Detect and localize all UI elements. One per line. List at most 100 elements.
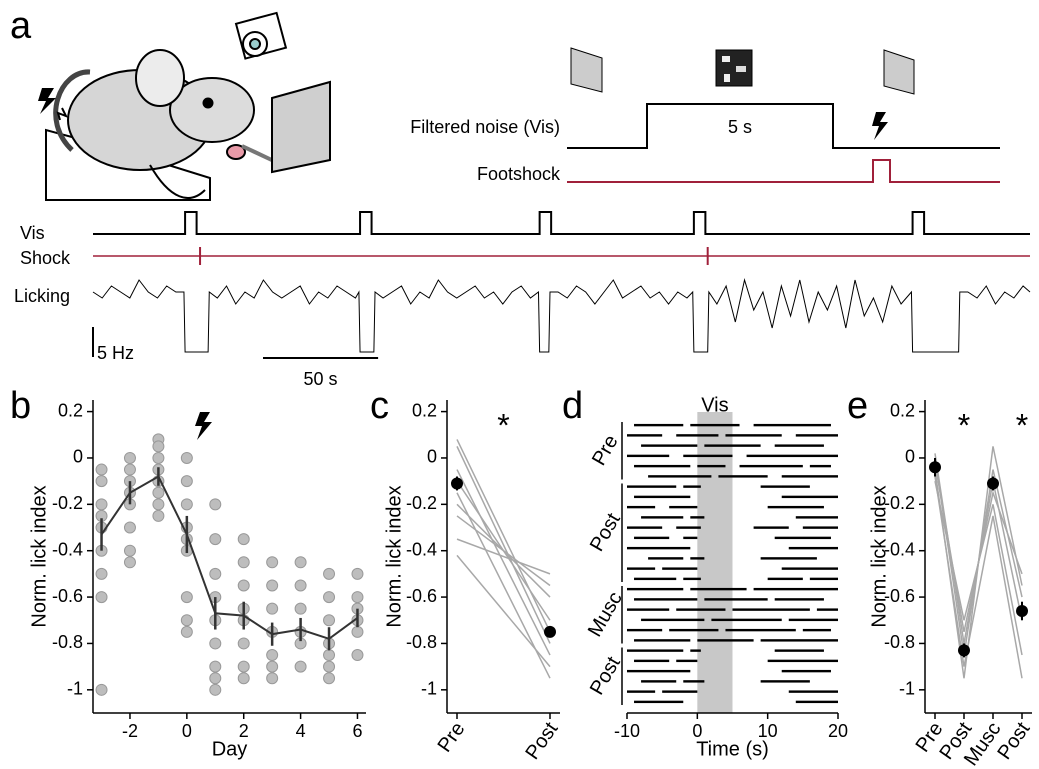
- point: [95, 683, 108, 696]
- point: [180, 625, 193, 638]
- lick-bout: [634, 423, 684, 427]
- lick-bout: [627, 608, 670, 611]
- y-tick-label: -1: [899, 679, 915, 699]
- y-tick-label: -0.8: [884, 632, 915, 652]
- shock-icon: [195, 412, 212, 440]
- subject-line: [456, 538, 551, 575]
- lick-bout: [634, 536, 670, 540]
- y-tick-label: -1: [67, 679, 83, 699]
- lick-bout: [627, 567, 656, 570]
- licking-label: Licking: [14, 286, 70, 306]
- x-tick-label: Post: [521, 718, 562, 764]
- lick-bout: [634, 598, 698, 601]
- point: [237, 660, 250, 673]
- group-label: Musc: [584, 588, 627, 640]
- subject-line: [456, 439, 551, 633]
- lick-bout: [697, 639, 754, 642]
- subject-line: [456, 554, 551, 668]
- point: [123, 451, 136, 464]
- y-tick-label: -0.8: [52, 632, 83, 652]
- mean-point: [929, 461, 941, 474]
- lick-bout: [809, 577, 838, 581]
- lick-bout: [683, 454, 733, 458]
- lick-bout: [795, 700, 838, 704]
- y-tick-label: 0.2: [890, 400, 915, 420]
- point: [209, 683, 222, 696]
- significance: *: [497, 407, 509, 443]
- schematic-icons: [570, 47, 915, 140]
- x-tick-label: -2: [122, 721, 138, 741]
- panel-label: c: [370, 385, 389, 427]
- lick-bout: [760, 639, 838, 642]
- lick-bout: [662, 690, 698, 693]
- shock-label: Footshock: [477, 164, 561, 184]
- vis-label: Vis: [20, 223, 45, 243]
- lick-bout: [788, 690, 838, 693]
- shock-icon: [38, 88, 56, 114]
- y-tick-label: 0: [905, 447, 915, 467]
- mean-point: [544, 625, 556, 638]
- lick-bout: [641, 444, 698, 447]
- mean-point: [958, 644, 970, 657]
- lick-bout: [690, 587, 747, 591]
- y-axis-label: Norm. lick index: [383, 485, 405, 627]
- point: [123, 544, 136, 557]
- scale-bar-y-label: 5 Hz: [97, 343, 134, 363]
- lick-bout: [802, 526, 838, 529]
- lick-bout: [781, 669, 831, 673]
- scale-bar-x-label: 50 s: [304, 369, 338, 389]
- lick-bout: [767, 659, 838, 663]
- x-tick-label: 0: [182, 721, 192, 741]
- point: [237, 579, 250, 592]
- lick-bout: [739, 464, 803, 468]
- lick-bout: [753, 423, 831, 427]
- point: [123, 556, 136, 569]
- lick-bout: [634, 464, 691, 468]
- panel-label: e: [847, 385, 868, 427]
- stimulus-label: Filtered noise (Vis): [410, 117, 560, 137]
- group-label: Post: [586, 509, 625, 555]
- x-tick-label: 2: [239, 721, 249, 741]
- point: [323, 614, 336, 627]
- lick-bout: [627, 649, 684, 652]
- lick-bout: [767, 577, 803, 581]
- point: [209, 498, 222, 511]
- group-label: Pre: [588, 431, 623, 469]
- x-tick-label: 0: [692, 721, 702, 741]
- subject-line: [456, 515, 551, 587]
- lick-bout: [711, 618, 782, 622]
- point: [209, 533, 222, 546]
- point: [323, 567, 336, 580]
- point: [123, 521, 136, 534]
- lick-bout: [802, 628, 831, 632]
- lick-bout: [641, 618, 705, 622]
- x-axis-label: Time (s): [696, 738, 769, 760]
- x-tick-label: -10: [614, 721, 640, 741]
- point: [152, 451, 165, 464]
- lick-bout: [760, 485, 810, 488]
- point: [152, 486, 165, 499]
- lick-bout: [683, 536, 698, 540]
- lick-bout: [725, 628, 796, 632]
- lick-bout: [795, 434, 838, 437]
- point: [266, 660, 279, 673]
- lick-bout: [669, 628, 719, 632]
- lick-bout: [732, 608, 810, 611]
- point: [351, 649, 364, 662]
- lick-bout: [690, 557, 705, 560]
- panel-label: a: [10, 5, 32, 47]
- subject-line: [934, 453, 1023, 644]
- y-tick-label: -1: [421, 679, 437, 699]
- lick-bout: [669, 505, 698, 509]
- y-tick-label: -0.4: [52, 539, 83, 559]
- y-tick-label: 0: [73, 447, 83, 467]
- y-tick-label: 0: [427, 447, 437, 467]
- point: [95, 463, 108, 476]
- point: [266, 579, 279, 592]
- point: [294, 579, 307, 592]
- point: [180, 475, 193, 488]
- lick-bout: [627, 546, 691, 550]
- point: [152, 440, 165, 453]
- lick-bout: [676, 608, 726, 611]
- lick-bout: [676, 526, 701, 529]
